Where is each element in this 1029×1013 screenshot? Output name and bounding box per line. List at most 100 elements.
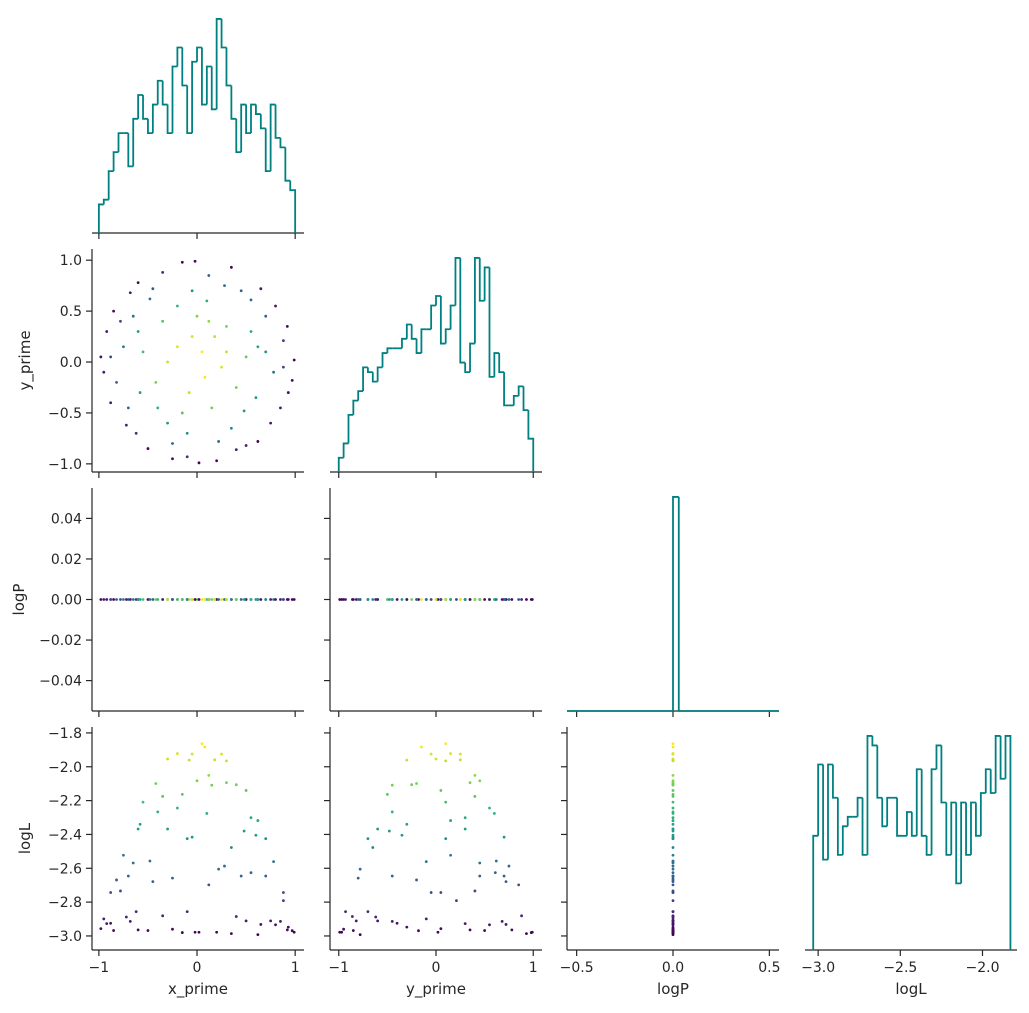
scatter-point xyxy=(449,752,452,755)
scatter-point xyxy=(244,789,248,792)
scatter-point xyxy=(244,355,248,359)
histogram-step xyxy=(274,104,281,139)
scatter-point xyxy=(213,758,217,762)
histogram-step xyxy=(337,456,344,472)
x-tick-label: 1 xyxy=(529,960,538,976)
scatter-point xyxy=(525,598,528,601)
histogram-step xyxy=(950,801,957,855)
scatter-point xyxy=(180,792,184,796)
scatter-point xyxy=(468,928,472,932)
scatter-point xyxy=(205,598,209,601)
scatter-point xyxy=(483,598,487,601)
histogram-step xyxy=(151,103,158,134)
scatter-point xyxy=(449,853,452,857)
histogram-step xyxy=(812,834,819,950)
histogram-step xyxy=(112,151,119,172)
scatter-point xyxy=(126,598,130,601)
y-axis-label: logP xyxy=(10,584,28,616)
scatter-point xyxy=(141,598,145,601)
scatter-point xyxy=(671,816,675,820)
histogram-step xyxy=(230,85,237,120)
scatter-point xyxy=(105,922,109,926)
scatter-point xyxy=(119,319,122,323)
scatter-point xyxy=(671,859,675,863)
scatter-point xyxy=(671,871,675,875)
x-tick-label: 1 xyxy=(291,960,300,976)
scatter-point xyxy=(290,378,294,382)
scatter-point xyxy=(390,783,394,787)
scatter-point xyxy=(371,846,375,849)
histogram-step xyxy=(269,103,276,172)
scatter-point xyxy=(112,598,115,601)
scatter-point xyxy=(249,816,253,820)
scatter-point xyxy=(161,598,165,601)
histogram-step xyxy=(405,323,412,339)
scatter-point xyxy=(210,783,214,787)
scatter-point xyxy=(193,598,197,601)
scatter-point xyxy=(138,598,142,601)
scatter-point xyxy=(285,324,289,328)
scatter-point xyxy=(102,917,106,921)
scatter-point xyxy=(148,859,152,863)
histogram-step xyxy=(284,147,291,182)
scatter-point xyxy=(504,598,508,601)
histogram-step xyxy=(107,170,114,200)
scatter-point xyxy=(444,800,448,804)
histogram-step xyxy=(841,825,848,855)
y-tick-label: −3.0 xyxy=(48,929,82,945)
scatter-point xyxy=(225,781,228,785)
scatter-point xyxy=(671,745,675,749)
scatter-point xyxy=(366,910,370,913)
scatter-point xyxy=(223,284,226,288)
scatter-point xyxy=(458,752,462,756)
scatter-point xyxy=(671,910,675,913)
scatter-point xyxy=(671,827,675,831)
scatter-point xyxy=(259,287,263,291)
scatter-point xyxy=(210,406,214,410)
histogram-step xyxy=(836,797,843,856)
scatter-point xyxy=(242,409,246,413)
histogram-step xyxy=(512,394,519,406)
scatter-point xyxy=(215,459,219,463)
scatter-point xyxy=(376,598,380,601)
scatter-point xyxy=(463,827,467,831)
scatter-point xyxy=(175,598,179,601)
scatter-point xyxy=(115,878,118,882)
scatter-point xyxy=(205,812,209,815)
scatter-point xyxy=(405,598,409,601)
scatter-point xyxy=(671,876,675,880)
x-axis-label: y_prime xyxy=(406,980,466,999)
scatter-point xyxy=(185,837,189,841)
histogram-step xyxy=(979,792,986,836)
scatter-point xyxy=(488,923,491,927)
scatter-point xyxy=(417,929,420,933)
histogram-step xyxy=(861,797,868,856)
histogram-step xyxy=(905,811,912,836)
scatter-point xyxy=(197,930,201,934)
scatter-point xyxy=(109,598,113,601)
scatter-point xyxy=(272,370,275,374)
scatter-point xyxy=(156,810,160,814)
scatter-point xyxy=(671,930,675,934)
histogram-step xyxy=(376,366,383,382)
scatter-point xyxy=(374,915,378,919)
scatter-point xyxy=(185,598,189,601)
scatter-point xyxy=(225,350,228,354)
scatter-point xyxy=(126,406,130,410)
histogram-step xyxy=(191,60,198,134)
scatter-point xyxy=(424,598,428,601)
x-axis-label: x_prime xyxy=(168,980,228,999)
x-axis-label: logP xyxy=(657,980,689,998)
scatter-point xyxy=(220,598,223,601)
scatter-point xyxy=(434,598,438,601)
scatter-point xyxy=(366,598,370,601)
histogram-step xyxy=(240,103,247,153)
scatter-point xyxy=(200,350,204,354)
scatter-point xyxy=(385,598,389,601)
scatter-point xyxy=(249,298,253,302)
scatter-point xyxy=(478,861,482,865)
scatter-point xyxy=(195,779,199,783)
histogram-step xyxy=(994,735,1001,794)
scatter-point xyxy=(264,874,268,878)
